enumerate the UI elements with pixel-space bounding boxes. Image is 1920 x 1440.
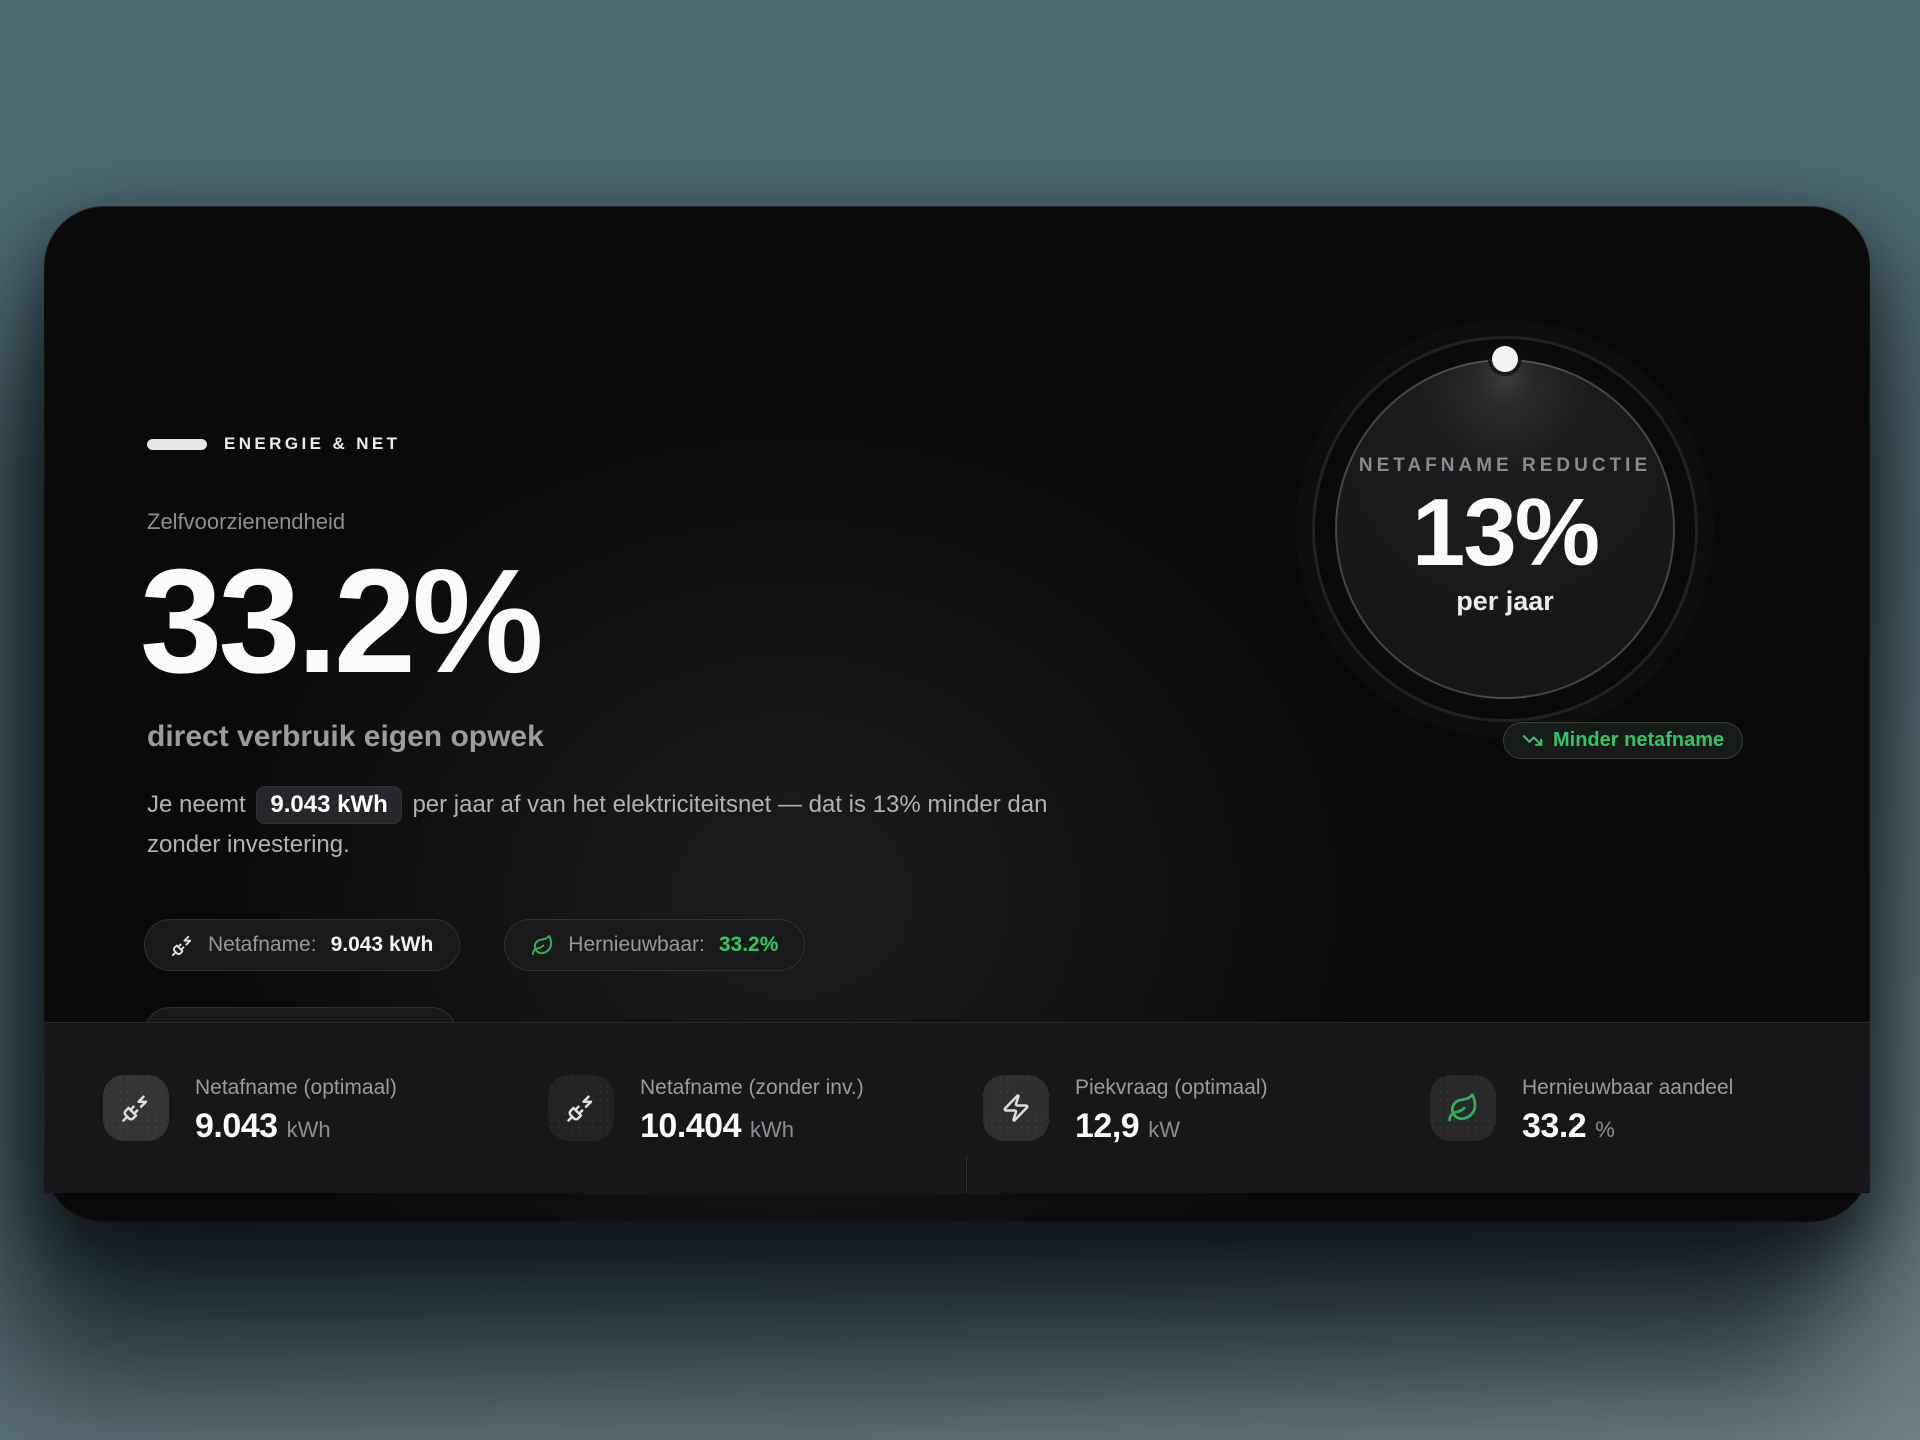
hero-subtitle: direct verbruik eigen opwek xyxy=(147,720,544,753)
hero-value: 33.2% xyxy=(140,539,544,704)
minder-netafname-badge[interactable]: Minder netafname xyxy=(1503,722,1744,759)
pill-netafname[interactable]: Netafname: 9.043 kWh xyxy=(144,919,461,971)
stat-label: Netafname (zonder inv.) xyxy=(640,1076,864,1099)
stat-unit: kWh xyxy=(750,1117,794,1142)
description-part1: Je neemt xyxy=(147,791,253,818)
footer-divider xyxy=(966,1156,967,1193)
pill-value: 33.2% xyxy=(718,933,779,956)
stat-value: 12,9 xyxy=(1075,1107,1140,1145)
stat-value: 10.404 xyxy=(640,1107,742,1145)
pill-label: Hernieuwbaar: xyxy=(568,933,705,956)
stat-unit: % xyxy=(1595,1117,1615,1142)
brand-dash-icon xyxy=(147,438,207,450)
stat-label: Hernieuwbaar aandeel xyxy=(1522,1076,1734,1099)
pill-value: 9.043 kWh xyxy=(330,933,434,956)
stat-label: Netafname (optimaal) xyxy=(195,1076,397,1099)
gauge-value: 13% xyxy=(1411,479,1600,586)
stat-icon-tile xyxy=(983,1075,1049,1141)
stat-icon-tile xyxy=(1430,1075,1496,1141)
description-part2: per jaar af van het elektriciteitsnet — … xyxy=(147,791,1048,858)
trending-down-icon xyxy=(1522,730,1543,751)
stat-icon-tile xyxy=(548,1075,614,1141)
netafname-reductie-gauge: NETAFNAME REDUCTIE 13% per jaar xyxy=(1312,336,1698,722)
stat-icon-tile xyxy=(103,1075,169,1141)
leaf-icon xyxy=(531,934,554,957)
hero-eyebrow: Zelfvoorzienendheid xyxy=(147,509,346,534)
stat-value: 9.043 xyxy=(195,1107,278,1145)
pill-label: Netafname: xyxy=(208,933,317,956)
brand-label: ENERGIE & NET xyxy=(224,434,401,453)
leaf-icon xyxy=(1447,1092,1479,1124)
plug-zap-icon xyxy=(566,1093,596,1123)
stat-unit: kW xyxy=(1148,1117,1180,1142)
pill-hernieuwbaar[interactable]: Hernieuwbaar: 33.2% xyxy=(504,919,806,971)
gauge-ring xyxy=(1312,336,1698,722)
gauge-dial-handle[interactable] xyxy=(1492,346,1518,372)
zap-icon xyxy=(1001,1093,1031,1123)
energy-dashboard-card: ENERGIE & NET Zelfvoorzienendheid 33.2% … xyxy=(44,206,1870,1222)
stat-label: Piekvraag (optimaal) xyxy=(1075,1076,1268,1099)
plug-zap-icon xyxy=(121,1093,151,1123)
stats-footer: Netafname (optimaal) 9.043 kWh Netafname… xyxy=(44,1022,1870,1193)
plug-zap-icon xyxy=(171,934,194,957)
description-highlight-chip: 9.043 kWh xyxy=(256,786,402,824)
stat-value: 33.2 xyxy=(1522,1107,1587,1145)
brand-header: ENERGIE & NET xyxy=(147,434,400,454)
gauge-caption: per jaar xyxy=(1456,586,1554,616)
description-paragraph: Je neemt 9.043 kWh per jaar af van het e… xyxy=(147,785,1127,865)
stat-unit: kWh xyxy=(286,1117,331,1142)
gauge-title: NETAFNAME REDUCTIE xyxy=(1358,455,1652,476)
badge-label: Minder netafname xyxy=(1553,729,1725,751)
